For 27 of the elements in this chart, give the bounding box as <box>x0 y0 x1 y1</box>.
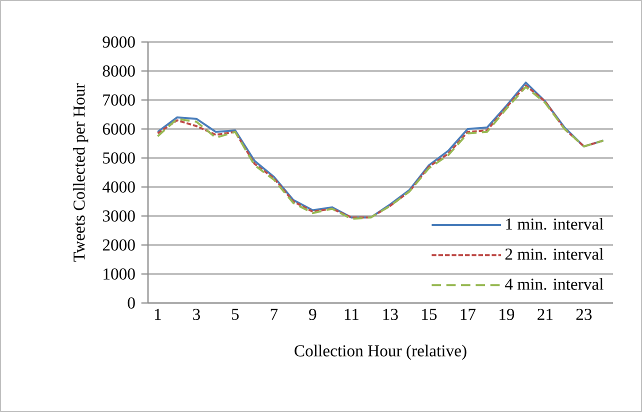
y-tick-label: 8000 <box>102 65 135 77</box>
x-tick-label: 17 <box>460 308 476 320</box>
legend-label: 1 min. interval <box>506 218 604 230</box>
y-tick-label: 7000 <box>103 94 135 106</box>
y-tick-label: 1000 <box>104 268 135 280</box>
x-tick-label: 1 <box>154 308 161 320</box>
y-tick-label: 4000 <box>102 181 135 193</box>
x-axis-title: Collection Hour (relative) <box>294 344 466 360</box>
x-tick-label: 21 <box>538 308 553 320</box>
x-tick-label: 7 <box>270 308 278 320</box>
y-axis-title: Tweets Collected per Hour <box>73 83 88 262</box>
x-tick-label: 19 <box>500 308 514 320</box>
y-tick-label: 6000 <box>102 123 135 135</box>
x-tick-label: 5 <box>232 308 239 320</box>
x-tick-label: 9 <box>309 308 316 320</box>
y-tick-label: 0 <box>128 297 135 309</box>
y-tick-label: 5000 <box>103 152 135 164</box>
y-tick-label: 9000 <box>102 36 135 48</box>
y-tick-label: 2000 <box>102 239 135 251</box>
legend-label: 2 min. interval <box>505 248 604 260</box>
x-tick-label: 3 <box>193 308 200 320</box>
x-tick-label: 11 <box>344 308 358 320</box>
legend-label: 4 min. interval <box>505 278 604 290</box>
x-tick-label: 23 <box>576 308 592 320</box>
y-tick-label: 3000 <box>102 210 135 222</box>
x-tick-label: 15 <box>422 308 437 320</box>
x-tick-label: 13 <box>383 308 398 320</box>
